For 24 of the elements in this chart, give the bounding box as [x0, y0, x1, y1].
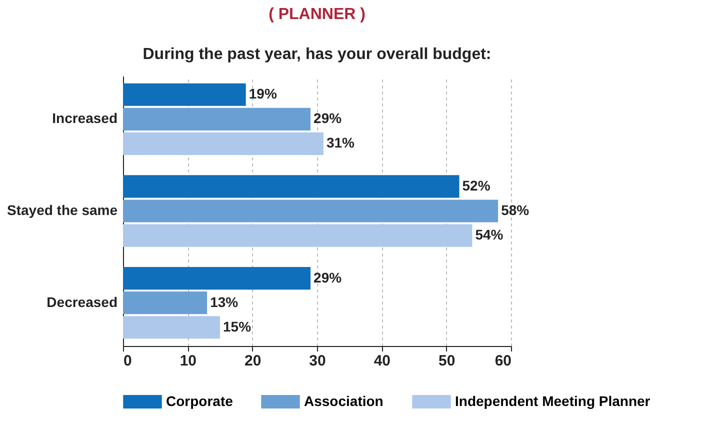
x-tick-label: 30 [309, 352, 326, 370]
data-label: 52% [462, 177, 491, 194]
data-label: 31% [326, 134, 356, 151]
x-tick-label: 10 [180, 352, 197, 370]
data-label: 29% [314, 269, 342, 286]
data-label: 13% [210, 294, 239, 310]
legend-label: Association [304, 392, 384, 409]
legend-label: Independent Meeting Planner [455, 392, 651, 409]
x-tick-label: 50 [438, 352, 456, 370]
y-tick-label: Stayed the same [7, 202, 118, 218]
y-tick-label: Decreased [46, 294, 118, 310]
x-tick-label: 60 [494, 352, 512, 370]
x-tick-label: 20 [244, 352, 262, 370]
data-label: 29% [314, 110, 342, 126]
data-label: 19% [248, 86, 278, 102]
y-tick-label: Increased [52, 110, 118, 126]
chart-title: ( PLANNER ) [268, 6, 366, 23]
data-label: 54% [475, 226, 504, 243]
chart-subtitle: During the past year, has your overall budget: [142, 46, 492, 63]
data-label: 15% [223, 318, 252, 334]
x-tick-label: 40 [374, 352, 391, 370]
data-label: 58% [501, 202, 530, 218]
legend-label: Corporate [166, 392, 234, 409]
x-tick-label: 0 [124, 352, 132, 370]
